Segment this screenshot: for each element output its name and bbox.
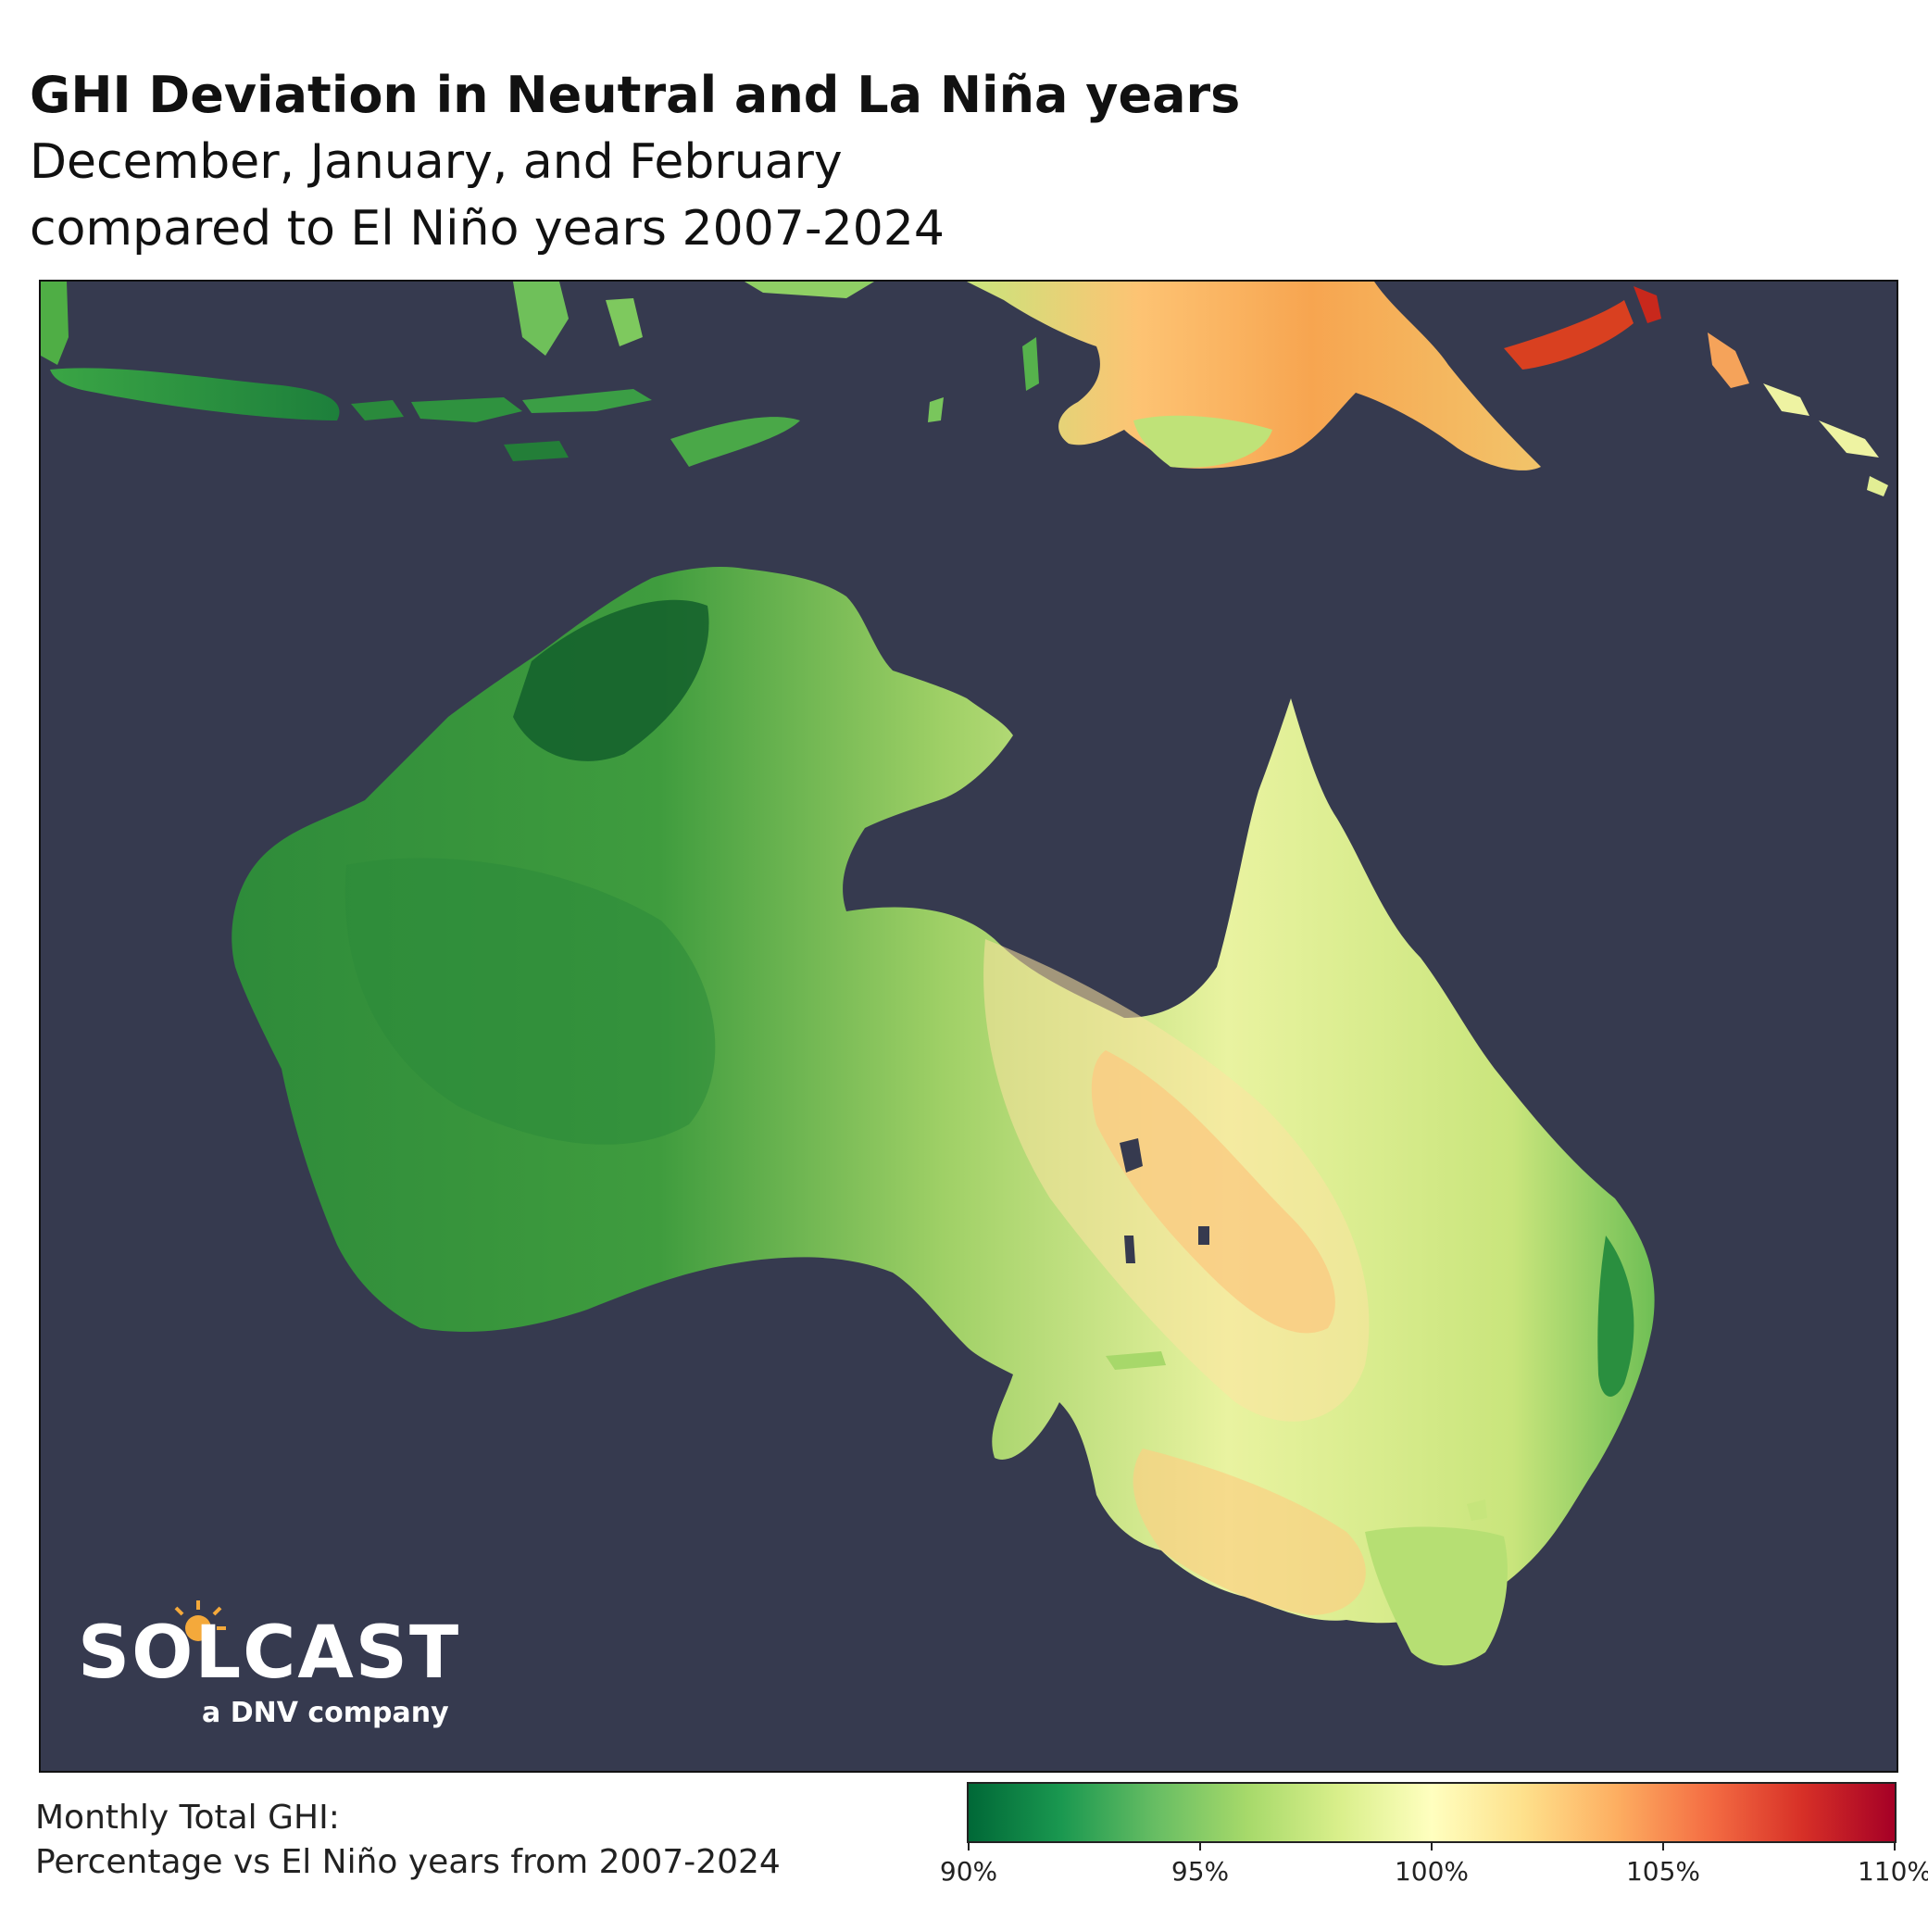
victoria-coast-warm xyxy=(1133,1449,1366,1615)
new-britain xyxy=(1504,300,1634,370)
colorbar xyxy=(967,1782,1897,1843)
kangaroo-island xyxy=(1106,1351,1166,1370)
map-panel xyxy=(39,280,1898,1773)
map-title: GHI Deviation in Neutral and La Niña yea… xyxy=(30,66,1241,124)
bougainville xyxy=(1708,332,1749,388)
java-island xyxy=(50,368,340,420)
colorbar-tick xyxy=(1431,1841,1433,1850)
solomon-east xyxy=(1867,476,1888,496)
australia-interior-mid xyxy=(983,939,1370,1422)
sun-icon xyxy=(174,1600,226,1641)
dnv-tagline: a DNV company xyxy=(202,1697,449,1729)
bali-lombok xyxy=(351,400,404,420)
kimberley-dark xyxy=(513,599,709,761)
colorbar-tick xyxy=(1662,1841,1664,1850)
seram xyxy=(745,282,874,298)
western-desert-dark xyxy=(344,858,716,1145)
tanimbar xyxy=(1022,337,1039,391)
legend-subtitle: Percentage vs El Niño years from 2007-20… xyxy=(35,1843,781,1881)
sumbawa xyxy=(411,397,522,422)
solomon-islands xyxy=(1763,383,1879,458)
map-subtitle-comparison: compared to El Niño years 2007-2024 xyxy=(30,201,945,257)
colorbar-tick-label: 95% xyxy=(1171,1856,1230,1887)
flinders-island xyxy=(1467,1499,1487,1521)
colorbar-tick-label: 90% xyxy=(939,1856,998,1887)
lake-torrens xyxy=(1124,1226,1209,1263)
sulawesi-south xyxy=(513,282,569,356)
colorbar-tick-label: 100% xyxy=(1394,1856,1470,1887)
nsw-coast-dark xyxy=(1597,1236,1634,1397)
new-guinea xyxy=(967,282,1541,470)
solcast-logo: SOLCAST a DNV company xyxy=(78,1593,467,1741)
map-subtitle-months: December, January, and February xyxy=(30,134,843,190)
timor xyxy=(670,417,800,467)
aru-islands xyxy=(928,397,944,422)
colorbar-tick xyxy=(1199,1841,1201,1850)
colorbar-tick-label: 110% xyxy=(1857,1856,1928,1887)
sumba xyxy=(504,441,569,461)
flores xyxy=(522,389,652,413)
sumatra-tip xyxy=(41,282,69,365)
colorbar-tick xyxy=(1894,1841,1896,1850)
map-canvas xyxy=(41,282,1888,1666)
colorbar-tick-label: 105% xyxy=(1625,1856,1701,1887)
tasmania xyxy=(1365,1526,1508,1666)
colorbar-tick xyxy=(968,1841,970,1850)
solcast-wordmark: SOLCAST xyxy=(78,1612,461,1695)
lake-eyre xyxy=(1120,1138,1143,1173)
png-south-lowland xyxy=(1133,415,1272,468)
buton xyxy=(606,298,643,346)
new-ireland xyxy=(1634,286,1661,323)
legend-title: Monthly Total GHI: xyxy=(35,1799,340,1837)
